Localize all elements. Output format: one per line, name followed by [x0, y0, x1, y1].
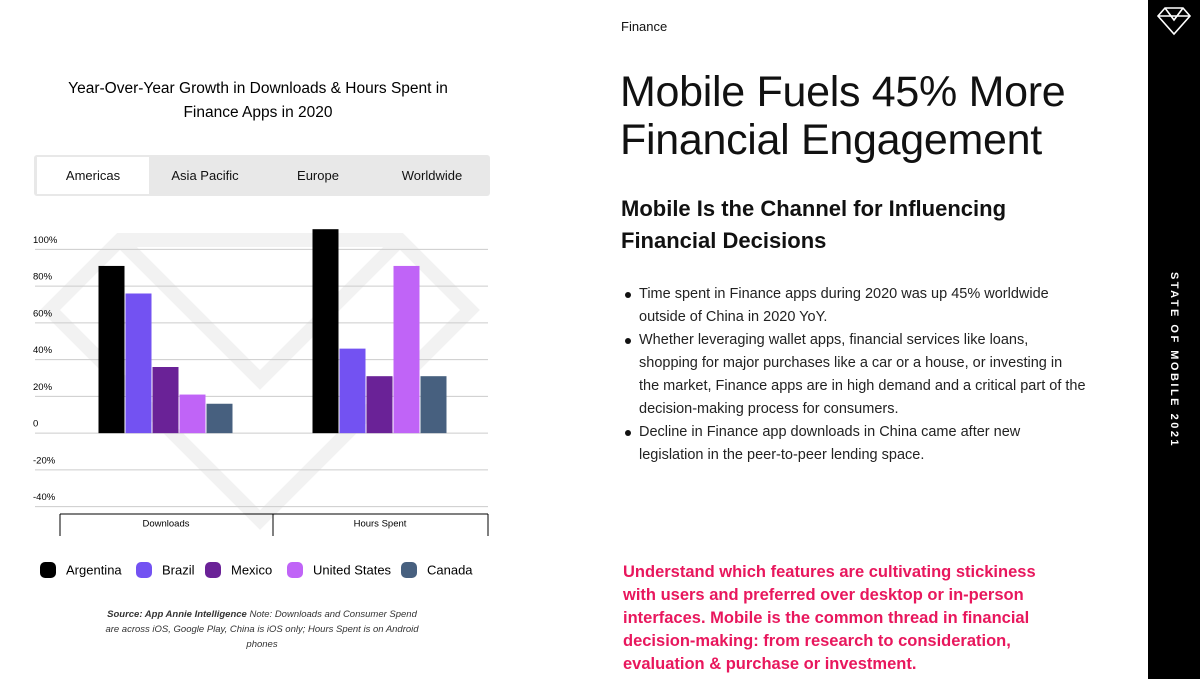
bar [339, 348, 366, 434]
source-note: Note: Downloads and Consumer Spend are a… [105, 609, 419, 650]
tab[interactable]: Asia Pacific [171, 168, 239, 183]
y-tick-label: 20% [33, 382, 53, 393]
bar [152, 367, 179, 434]
y-tick-label: 60% [33, 308, 53, 319]
legend-swatch [287, 562, 303, 578]
bar [125, 293, 152, 434]
chart: Year-Over-Year Growth in Downloads & Hou… [33, 80, 489, 578]
chart-title-line: Year-Over-Year Growth in Downloads & Hou… [68, 80, 448, 97]
bar [393, 265, 420, 434]
legend-label: Brazil [162, 562, 195, 577]
bar [98, 265, 125, 434]
bar [206, 403, 233, 434]
source-bold: Source: App Annie Intelligence [107, 609, 247, 620]
bar [420, 376, 447, 434]
legend-swatch [40, 562, 56, 578]
legend-label: Mexico [231, 562, 272, 577]
y-tick-label: 100% [33, 235, 58, 246]
headline: Mobile Fuels 45% More Financial Engageme… [620, 68, 1066, 164]
tab[interactable]: Americas [37, 157, 149, 194]
bar [366, 376, 393, 434]
logo [1156, 7, 1192, 36]
y-tick-label: 0 [33, 419, 38, 430]
legend-label: Canada [427, 562, 473, 577]
bar [179, 394, 206, 434]
bar [312, 229, 339, 434]
legend-swatch [205, 562, 221, 578]
tab[interactable]: Europe [297, 168, 339, 183]
y-tick-label: 40% [33, 345, 53, 356]
sidebar: STATE OF MOBILE 2021 [1148, 0, 1200, 679]
sidebar-label: STATE OF MOBILE 2021 [1168, 271, 1180, 449]
tab[interactable]: Worldwide [401, 168, 463, 183]
subheading: Mobile Is the Channel for Influencing Fi… [621, 196, 1007, 253]
bullet: Whether leveraging wallet apps, financia… [621, 329, 1086, 421]
y-tick-label: -40% [33, 492, 56, 503]
bullet: Time spent in Finance apps during 2020 w… [621, 283, 1086, 329]
y-tick-label: 80% [33, 272, 53, 283]
legend-swatch [401, 562, 417, 578]
callout: Understand which features are cultivatin… [623, 563, 1036, 673]
legend-label: United States [313, 562, 392, 577]
legend-swatch [136, 562, 152, 578]
section-label: Finance [621, 19, 668, 34]
y-tick-label: -20% [33, 455, 56, 466]
x-tick-label: Downloads [143, 519, 190, 530]
bullet: Decline in Finance app downloads in Chin… [621, 421, 1086, 467]
x-tick-label: Hours Spent [354, 519, 407, 530]
legend-label: Argentina [66, 562, 122, 577]
chart-title-line: Finance Apps in 2020 [183, 104, 332, 121]
bullet-list: Time spent in Finance apps during 2020 w… [621, 283, 1086, 467]
source: Source: App Annie Intelligence Note: Dow… [104, 607, 420, 652]
